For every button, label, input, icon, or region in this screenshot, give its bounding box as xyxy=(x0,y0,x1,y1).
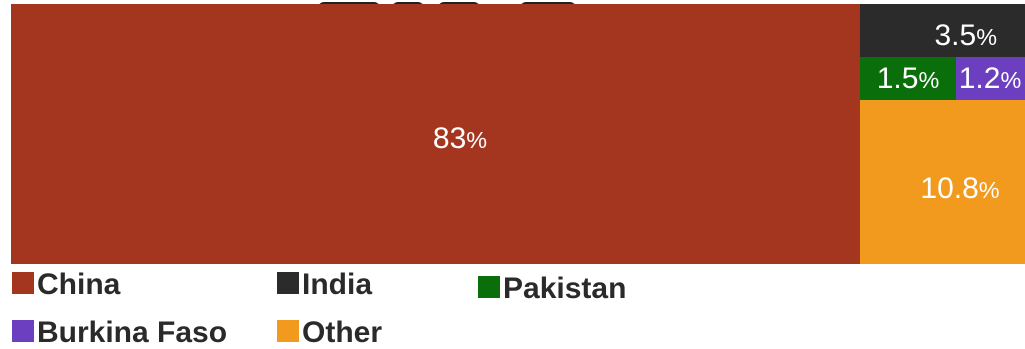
tile-burkina-faso xyxy=(956,57,1025,100)
legend-swatch-pakistan xyxy=(478,276,500,298)
treemap-tiles xyxy=(11,4,1025,264)
tile-india xyxy=(860,4,1025,57)
value-label-other: 10.8% xyxy=(920,172,999,205)
value-label-china: 83% xyxy=(433,122,487,155)
legend-item-pakistan: Pakistan xyxy=(478,272,626,305)
treemap-value-labels: 83% 3.5% 1.5% 1.2% 10.8% xyxy=(433,19,1021,205)
tile-pakistan xyxy=(860,57,956,100)
legend-item-burkina-faso: Burkina Faso xyxy=(12,316,227,349)
legend-label-india: India xyxy=(302,268,372,301)
legend: China India Pakistan Burkina Faso Other xyxy=(12,268,626,349)
legend-item-other: Other xyxy=(277,316,382,349)
tile-china xyxy=(11,4,860,264)
value-label-burkina-faso: 1.2% xyxy=(959,62,1022,95)
legend-swatch-india xyxy=(277,272,299,294)
value-label-pakistan: 1.5% xyxy=(877,62,940,95)
value-label-india: 3.5% xyxy=(934,19,997,52)
legend-item-china: China xyxy=(12,268,121,301)
tile-other xyxy=(860,100,1025,264)
legend-label-pakistan: Pakistan xyxy=(503,272,626,305)
legend-item-india: India xyxy=(277,268,372,301)
legend-swatch-burkina-faso xyxy=(12,320,34,342)
legend-label-china: China xyxy=(37,268,121,301)
legend-swatch-other xyxy=(277,320,299,342)
legend-label-burkina-faso: Burkina Faso xyxy=(37,316,227,349)
legend-swatch-china xyxy=(12,272,34,294)
legend-label-other: Other xyxy=(302,316,382,349)
